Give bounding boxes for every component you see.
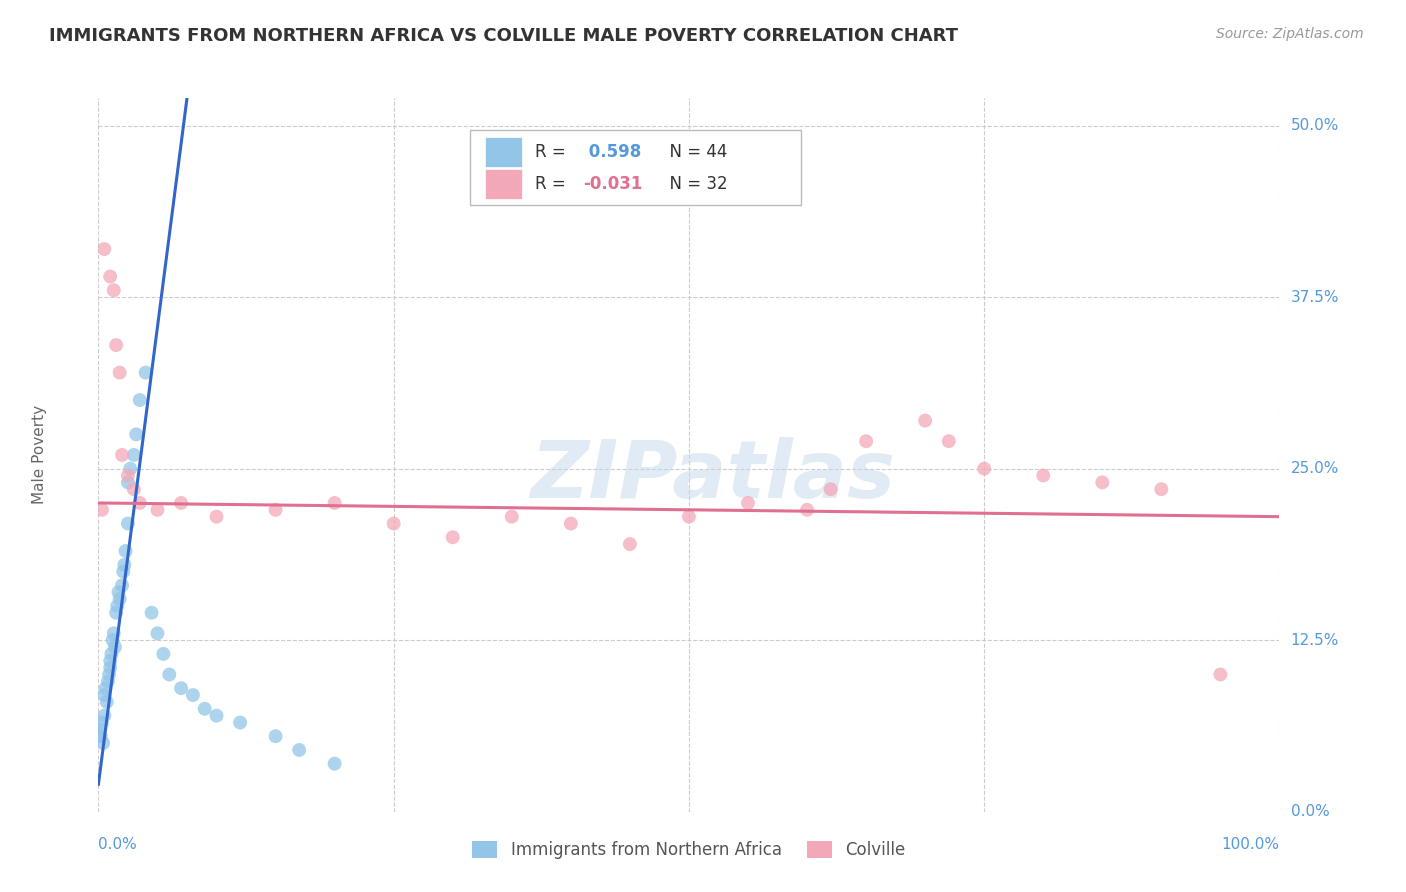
Point (108, 366, 131, 380)
Point (117, 468, 139, 483)
Point (105, 599, 128, 613)
Text: N = 44: N = 44 (659, 143, 728, 161)
Point (112, 558, 135, 572)
Text: 0.0%: 0.0% (1291, 805, 1329, 819)
Text: R =: R = (536, 143, 571, 161)
Point (157, 667, 180, 681)
Point (1209, 667, 1232, 681)
Point (678, 509, 700, 524)
Point (89, 723, 111, 737)
Point (205, 509, 228, 524)
Point (94, 681, 117, 696)
Point (501, 509, 523, 524)
Bar (485, 169, 523, 199)
FancyBboxPatch shape (471, 130, 801, 205)
Point (91, 736, 114, 750)
Point (93, 688, 115, 702)
Point (938, 434, 960, 449)
Point (105, 606, 128, 620)
Text: 25.0%: 25.0% (1291, 461, 1339, 476)
Point (128, 496, 150, 510)
Point (1150, 482, 1173, 496)
Point (146, 503, 169, 517)
Point (125, 427, 148, 442)
Point (194, 702, 217, 716)
Point (170, 681, 193, 696)
Point (914, 414, 936, 428)
Text: N = 32: N = 32 (659, 175, 728, 193)
Point (122, 448, 145, 462)
Point (382, 516, 405, 531)
Point (122, 482, 145, 496)
Text: 37.5%: 37.5% (1291, 290, 1339, 304)
Bar (485, 136, 523, 167)
Text: 12.5%: 12.5% (1291, 632, 1339, 648)
Point (264, 503, 287, 517)
Point (323, 756, 346, 771)
Point (205, 708, 228, 723)
Point (98, 667, 121, 681)
Point (288, 743, 311, 757)
Point (98, 269, 121, 284)
Point (796, 503, 818, 517)
Point (619, 537, 641, 551)
Point (105, 338, 128, 352)
Point (1091, 475, 1114, 490)
Point (89, 729, 111, 743)
Text: R =: R = (536, 175, 571, 193)
Point (112, 565, 135, 579)
Point (973, 461, 995, 475)
Point (93, 708, 115, 723)
Point (111, 578, 134, 592)
Point (170, 496, 193, 510)
Point (141, 606, 163, 620)
Point (820, 482, 842, 496)
Text: Source: ZipAtlas.com: Source: ZipAtlas.com (1216, 27, 1364, 41)
Point (91, 715, 114, 730)
Text: Male Poverty: Male Poverty (32, 405, 46, 505)
Point (117, 516, 139, 531)
Point (114, 544, 136, 558)
Point (152, 647, 174, 661)
Point (128, 392, 150, 407)
Point (855, 434, 877, 449)
Text: 0.0%: 0.0% (98, 837, 138, 852)
Point (229, 715, 252, 730)
Text: 0.598: 0.598 (582, 143, 641, 161)
Point (1032, 468, 1054, 483)
Point (135, 366, 157, 380)
Point (111, 448, 134, 462)
Point (98, 660, 121, 674)
Point (737, 496, 759, 510)
Point (264, 729, 287, 743)
Point (120, 461, 142, 475)
Point (107, 585, 129, 599)
Point (100, 647, 122, 661)
Legend: Immigrants from Northern Africa, Colville: Immigrants from Northern Africa, Colvill… (464, 833, 914, 868)
Point (117, 475, 139, 490)
Point (323, 496, 346, 510)
Point (103, 626, 125, 640)
Point (146, 626, 169, 640)
Point (101, 633, 124, 648)
Point (104, 640, 127, 654)
Point (560, 516, 582, 531)
Point (93, 242, 115, 256)
Point (91, 503, 114, 517)
Point (181, 688, 204, 702)
Text: -0.031: -0.031 (582, 175, 643, 193)
Text: IMMIGRANTS FROM NORTHERN AFRICA VS COLVILLE MALE POVERTY CORRELATION CHART: IMMIGRANTS FROM NORTHERN AFRICA VS COLVI… (49, 27, 959, 45)
Text: 100.0%: 100.0% (1222, 837, 1279, 852)
Point (97, 674, 120, 689)
Point (96, 695, 118, 709)
Point (90, 729, 112, 743)
Point (108, 592, 131, 607)
Point (98, 654, 121, 668)
Text: ZIPatlas: ZIPatlas (530, 437, 896, 516)
Point (441, 530, 464, 544)
Text: 50.0%: 50.0% (1291, 118, 1339, 133)
Point (103, 283, 125, 297)
